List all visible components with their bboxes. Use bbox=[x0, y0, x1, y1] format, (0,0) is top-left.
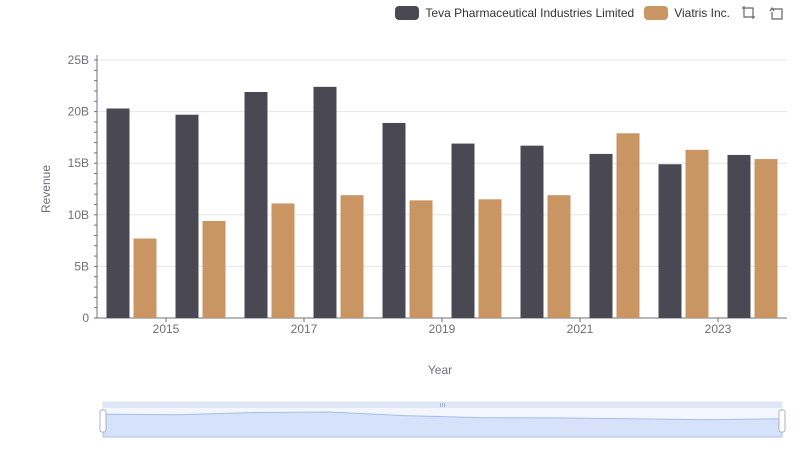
bar-teva[interactable] bbox=[589, 153, 613, 318]
x-axis-title: Year bbox=[428, 363, 452, 377]
bar-viatris[interactable] bbox=[133, 238, 157, 318]
restore-icon[interactable] bbox=[768, 4, 786, 22]
y-tick-label: 25B bbox=[68, 53, 89, 67]
bar-viatris[interactable] bbox=[616, 133, 640, 318]
x-tick-label: 2023 bbox=[705, 322, 732, 336]
legend-item-teva[interactable]: Teva Pharmaceutical Industries Limited bbox=[395, 6, 634, 20]
bar-teva[interactable] bbox=[520, 145, 544, 318]
zoom-handle-right[interactable] bbox=[778, 409, 786, 433]
bar-viatris[interactable] bbox=[340, 195, 364, 318]
legend-label-teva: Teva Pharmaceutical Industries Limited bbox=[425, 6, 635, 20]
x-tick-label: 2015 bbox=[153, 322, 180, 336]
bar-viatris[interactable] bbox=[547, 195, 571, 318]
legend-item-viatris[interactable]: Viatris Inc. bbox=[644, 6, 730, 20]
bar-teva[interactable] bbox=[451, 143, 475, 318]
bar-teva[interactable] bbox=[382, 122, 406, 319]
y-axis-title: Revenue bbox=[39, 165, 53, 213]
y-tick-label: 20B bbox=[68, 105, 89, 119]
bar-viatris[interactable] bbox=[754, 159, 778, 318]
zoom-handle-left[interactable] bbox=[99, 409, 107, 433]
bar-viatris[interactable] bbox=[409, 200, 433, 318]
y-tick-label: 5B bbox=[74, 259, 89, 273]
bar-viatris[interactable] bbox=[478, 199, 502, 318]
bar-viatris[interactable] bbox=[685, 149, 709, 318]
legend-swatch-teva bbox=[395, 6, 420, 20]
y-tick-label: 0 bbox=[82, 311, 89, 325]
x-tick-label: 2019 bbox=[429, 322, 456, 336]
zoom-icon[interactable] bbox=[740, 4, 758, 22]
bar-teva[interactable] bbox=[658, 164, 682, 318]
y-tick-label: 10B bbox=[68, 208, 89, 222]
legend-label-viatris: Viatris Inc. bbox=[674, 6, 730, 20]
legend-swatch-viatris bbox=[644, 6, 669, 20]
x-tick-label: 2017 bbox=[291, 322, 318, 336]
bar-viatris[interactable] bbox=[271, 203, 295, 318]
bar-teva[interactable] bbox=[727, 154, 751, 318]
bar-teva[interactable] bbox=[244, 91, 268, 318]
x-tick-label: 2021 bbox=[567, 322, 594, 336]
bar-teva[interactable] bbox=[106, 108, 130, 318]
y-tick-label: 15B bbox=[68, 156, 89, 170]
bar-teva[interactable] bbox=[313, 86, 337, 318]
bar-viatris[interactable] bbox=[202, 220, 226, 318]
bar-teva[interactable] bbox=[175, 114, 199, 318]
chart-legend: Teva Pharmaceutical Industries Limited V… bbox=[395, 4, 786, 22]
